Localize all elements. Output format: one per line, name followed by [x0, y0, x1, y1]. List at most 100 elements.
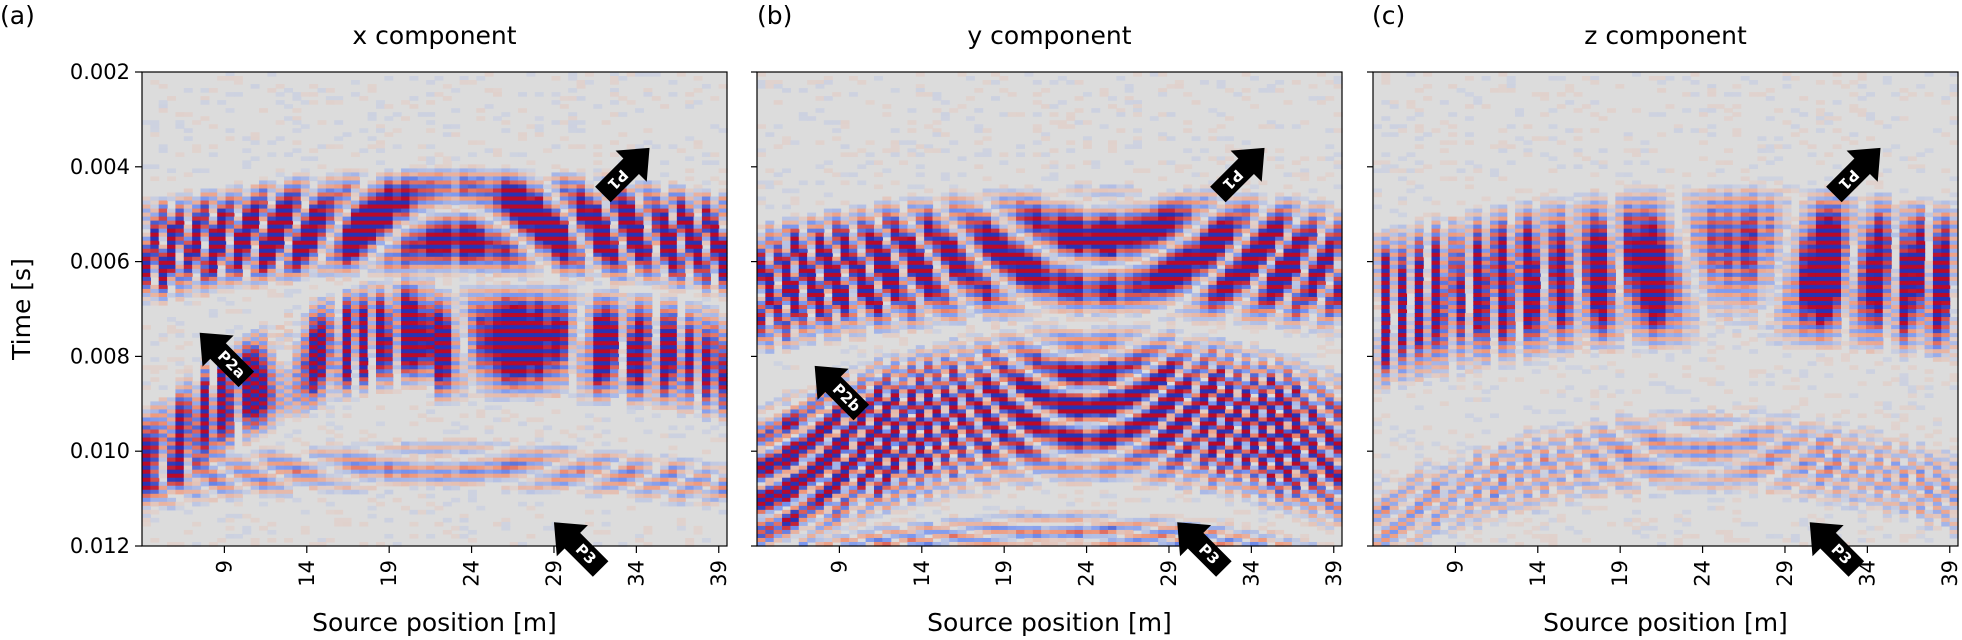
heatmap-cell: [518, 337, 528, 342]
heatmap-cell: [676, 276, 686, 282]
heatmap-cell: [676, 461, 686, 467]
heatmap-cell: [367, 196, 377, 202]
heatmap-cell: [635, 309, 645, 314]
heatmap-cell: [442, 461, 452, 467]
heatmap-cell: [635, 272, 645, 278]
heatmap-cell: [267, 152, 277, 157]
heatmap-cell: [158, 236, 168, 242]
heatmap-cell: [225, 441, 235, 447]
heatmap-cell: [610, 477, 619, 483]
heatmap-cell: [668, 473, 678, 479]
heatmap-cell: [267, 405, 277, 411]
heatmap-cell: [275, 136, 285, 141]
heatmap-cell: [559, 260, 569, 266]
heatmap-cell: [668, 284, 678, 290]
heatmap-cell: [693, 76, 703, 81]
heatmap-cell: [493, 397, 502, 402]
heatmap-cell: [233, 413, 243, 419]
heatmap-cell: [551, 453, 561, 459]
heatmap-cell: [317, 300, 327, 306]
heatmap-cell: [493, 300, 502, 306]
heatmap-cell: [217, 485, 227, 491]
heatmap-cell: [225, 413, 235, 419]
heatmap-cell: [685, 228, 695, 234]
heatmap-cell: [660, 485, 670, 491]
heatmap-cell: [685, 353, 695, 358]
heatmap-cell: [142, 489, 151, 495]
heatmap-cell: [643, 393, 653, 398]
heatmap-cell: [367, 144, 377, 149]
heatmap-cell: [501, 393, 511, 398]
heatmap-cell: [250, 373, 260, 378]
heatmap-cell: [233, 228, 243, 234]
heatmap-cell: [501, 521, 511, 527]
heatmap-cell: [651, 377, 661, 382]
heatmap-cell: [584, 485, 594, 491]
heatmap-cell: [342, 349, 352, 354]
heatmap-cell: [643, 260, 653, 266]
heatmap-cell: [584, 248, 594, 254]
heatmap-cell: [225, 76, 235, 81]
heatmap-cell: [601, 465, 611, 471]
heatmap-cell: [685, 240, 695, 246]
heatmap-cell: [685, 485, 695, 491]
heatmap-cell: [618, 377, 628, 382]
heatmap-cell: [242, 244, 252, 250]
heatmap-cell: [150, 196, 160, 202]
heatmap-cell: [426, 381, 436, 386]
heatmap-cell: [626, 296, 636, 302]
heatmap-cell: [309, 284, 319, 290]
heatmap-cell: [267, 409, 277, 415]
heatmap-cell: [392, 477, 402, 483]
heatmap-cell: [342, 212, 352, 218]
heatmap-cell: [242, 465, 252, 471]
heatmap-cell: [467, 461, 477, 467]
heatmap-cell: [317, 469, 327, 475]
heatmap-cell: [593, 325, 603, 330]
heatmap-cell: [551, 485, 561, 491]
heatmap-cell: [526, 220, 536, 226]
heatmap-cell: [242, 389, 252, 394]
heatmap-cell: [300, 180, 310, 186]
heatmap-cell: [693, 349, 703, 354]
heatmap-cell: [685, 192, 695, 198]
heatmap-cell: [292, 140, 302, 145]
heatmap-cell: [685, 208, 695, 214]
heatmap-cell: [576, 481, 586, 487]
heatmap-cell: [233, 208, 243, 214]
heatmap-cell: [518, 541, 528, 547]
heatmap-cell: [401, 260, 411, 266]
heatmap-cell: [618, 296, 628, 302]
heatmap-cell: [718, 272, 728, 278]
heatmap-cell: [693, 268, 703, 274]
heatmap-cell: [401, 220, 411, 226]
heatmap-cell: [409, 260, 419, 266]
heatmap-cell: [660, 204, 670, 210]
heatmap-cell: [693, 276, 703, 282]
heatmap-cell: [434, 461, 444, 467]
heatmap-cell: [451, 212, 461, 218]
heatmap-cell: [409, 300, 419, 306]
heatmap-cell: [543, 345, 553, 350]
heatmap-cell: [451, 337, 461, 342]
heatmap-cell: [300, 224, 310, 230]
heatmap-cell: [509, 357, 519, 362]
heatmap-cell: [259, 108, 268, 113]
y-tick-label: 0.006: [70, 250, 130, 274]
heatmap-cell: [568, 393, 578, 398]
heatmap-cell: [576, 272, 586, 278]
heatmap-cell: [434, 385, 444, 390]
heatmap-cell: [175, 465, 185, 471]
heatmap-cell: [401, 341, 411, 346]
heatmap-cell: [275, 481, 285, 487]
heatmap-cell: [626, 196, 636, 202]
heatmap-cell: [434, 200, 444, 206]
heatmap-cell: [459, 224, 469, 230]
heatmap-cell: [610, 208, 619, 214]
heatmap-cell: [317, 489, 327, 495]
heatmap-cell: [568, 288, 578, 294]
heatmap-cell: [660, 104, 670, 109]
heatmap-cell: [509, 469, 519, 475]
heatmap-cell: [334, 309, 344, 314]
heatmap-cell: [334, 96, 344, 101]
